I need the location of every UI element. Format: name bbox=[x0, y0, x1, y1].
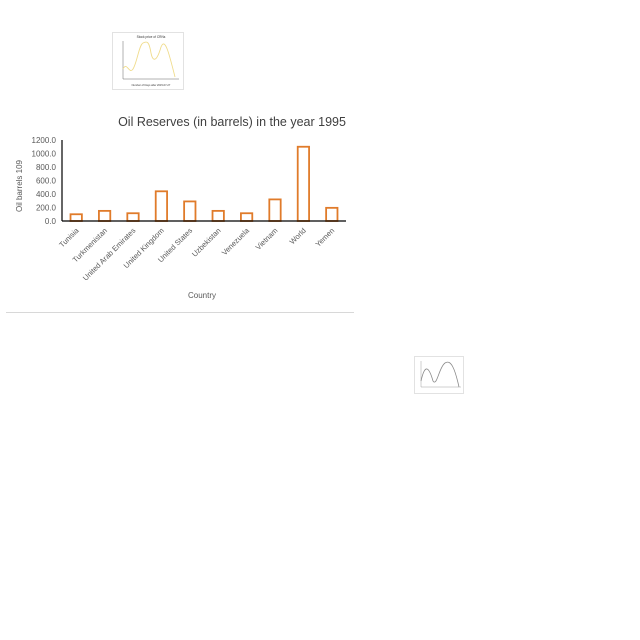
bar bbox=[268, 198, 282, 222]
thumbnail-1-xlabel: Number of Days after 2015-07-27 bbox=[132, 83, 171, 87]
y-tick-label: 400.0 bbox=[36, 190, 57, 199]
bar bbox=[296, 145, 310, 222]
y-tick-label: 1000.0 bbox=[32, 150, 57, 159]
oil-reserves-chart-panel: Oil Reserves (in barrels) in the year 19… bbox=[6, 104, 354, 313]
x-tick-label: World bbox=[288, 226, 308, 246]
y-tick-label: 0.0 bbox=[45, 217, 57, 226]
oil-reserves-bar-chart: Oil Reserves (in barrels) in the year 19… bbox=[15, 115, 346, 300]
y-axis-label: Oil barrels 109 bbox=[15, 159, 24, 212]
thumbnail-1-series-line bbox=[122, 41, 176, 78]
y-tick-label: 1200.0 bbox=[32, 136, 57, 145]
bar bbox=[211, 209, 225, 222]
x-tick-label: Yemen bbox=[314, 226, 337, 249]
thumbnail-chart-stock-price: Stock price of CRNs Number of Days after… bbox=[112, 32, 184, 90]
y-tick-label: 200.0 bbox=[36, 204, 57, 213]
x-tick-label: Vietnam bbox=[254, 226, 280, 252]
bar bbox=[98, 209, 112, 222]
thumbnail-chart-2-svg bbox=[420, 361, 461, 388]
x-tick-label: United Arab Emirates bbox=[81, 226, 138, 283]
bar bbox=[69, 213, 83, 222]
chart-title: Oil Reserves (in barrels) in the year 19… bbox=[118, 115, 346, 129]
thumbnail-chart-1-svg: Stock price of CRNs Number of Days after… bbox=[122, 35, 179, 87]
bar bbox=[183, 200, 197, 222]
x-tick-label: Tunisia bbox=[57, 225, 81, 249]
y-tick-label: 800.0 bbox=[36, 163, 57, 172]
thumbnail-1-title: Stock price of CRNs bbox=[137, 35, 166, 39]
y-tick-label: 600.0 bbox=[36, 177, 57, 186]
bar-series bbox=[69, 145, 339, 222]
x-tick-label: Venezuela bbox=[220, 225, 252, 257]
bar bbox=[126, 212, 140, 222]
bar bbox=[154, 190, 168, 222]
thumbnail-2-series-line bbox=[420, 361, 460, 388]
thumbnail-chart-2 bbox=[414, 356, 464, 394]
bar bbox=[325, 206, 339, 222]
x-tick-label: Uzbekistan bbox=[190, 226, 223, 259]
bar bbox=[240, 212, 254, 222]
x-axis-label: Country bbox=[188, 291, 216, 300]
y-axis-ticks: 0.0 200.0 400.0 600.0 800.0 1000.0 1200.0 bbox=[32, 136, 57, 226]
